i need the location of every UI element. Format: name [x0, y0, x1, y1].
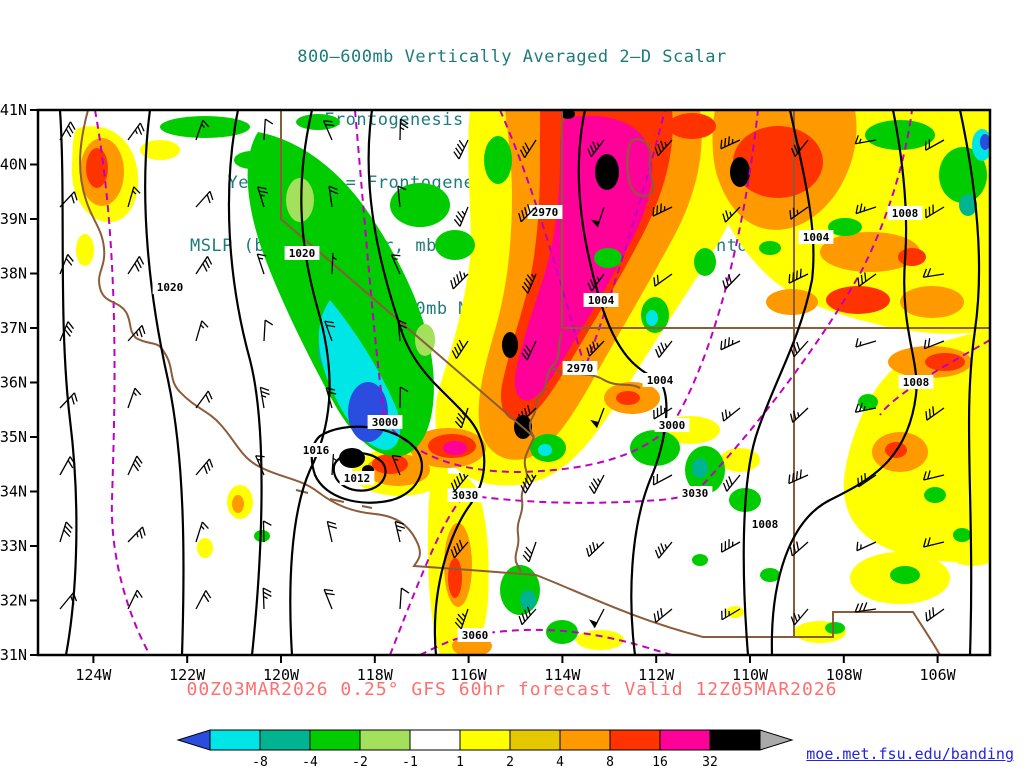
colorbar-label: 8: [606, 755, 614, 768]
lon-label: 116W: [451, 666, 488, 684]
colorbar-label: 16: [652, 755, 668, 768]
mslp-label: 1004: [803, 231, 830, 244]
lon-label: 118W: [357, 666, 394, 684]
height-label: 3030: [682, 487, 709, 500]
mslp-label: 1004: [588, 294, 615, 307]
wind-barbs: [59, 118, 945, 630]
colorbar-label: 4: [556, 755, 564, 768]
colorbar-label: 2: [506, 755, 514, 768]
height-label: 3000: [659, 419, 686, 432]
colorbar-segment: [659, 729, 711, 751]
lat-label: 38N: [0, 265, 27, 283]
lat-label: 35N: [0, 428, 27, 446]
lat-label: 36N: [0, 374, 27, 392]
colorbar-segment: [509, 729, 561, 751]
colorbar-segment: [459, 729, 511, 751]
title-line-1: 800–600mb Vertically Averaged 2–D Scalar: [297, 47, 727, 67]
height-label: 3000: [372, 416, 399, 429]
lon-label: 122W: [169, 666, 206, 684]
colorbar-segment: [359, 729, 411, 751]
forecast-caption: 00Z03MAR2026 0.25° GFS 60hr forecast Val…: [186, 679, 838, 700]
lat-label: 41N: [0, 101, 27, 119]
colorbar-segment: [559, 729, 611, 751]
colorbar: -8 -4 -2 -1 1 2 4 8 16 32: [176, 729, 794, 768]
colorbar-segment: [309, 729, 361, 751]
colorbar-segment: [259, 729, 311, 751]
colorbar-segment: [409, 729, 461, 751]
shade-magenta-layer: [443, 115, 653, 455]
colorbar-segment: [609, 729, 661, 751]
lat-label: 37N: [0, 319, 27, 337]
map-axes: 41N 40N 39N 38N 37N 36N 35N 34N 33N 32N 31N 124W 122…: [0, 101, 957, 684]
mslp-label: 1012: [344, 472, 371, 485]
site-link[interactable]: moe.met.fsu.edu/banding: [806, 745, 1014, 763]
mslp-label: 1020: [157, 281, 184, 294]
colorbar-right-arrow: [759, 729, 794, 751]
lat-label: 40N: [0, 156, 27, 174]
mslp-label: 1008: [903, 376, 930, 389]
colorbar-label: 32: [702, 755, 718, 768]
shade-black-spots: [339, 110, 750, 475]
lon-label: 120W: [263, 666, 300, 684]
mslp-label: 1004: [647, 374, 674, 387]
lat-label: 33N: [0, 537, 27, 555]
lat-label: 34N: [0, 483, 27, 501]
mslp-contours: [58, 110, 981, 655]
colorbar-label: -2: [352, 755, 368, 768]
colorbar-label: -8: [252, 755, 268, 768]
lon-label: 110W: [732, 666, 769, 684]
colorbar-label: -1: [402, 755, 418, 768]
mslp-label: 1008: [752, 518, 779, 531]
lon-label: 124W: [75, 666, 112, 684]
height-label: 2970: [567, 362, 594, 375]
height-label: 3060: [462, 629, 489, 642]
colorbar-label: 1: [456, 755, 464, 768]
lon-label: 108W: [826, 666, 863, 684]
mslp-label: 1016: [303, 444, 330, 457]
colorbar-left-arrow: [176, 729, 211, 751]
mslp-label: 1020: [289, 247, 316, 260]
mslp-label: 1008: [892, 207, 919, 220]
colorbar-segment: [709, 729, 761, 751]
lon-label: 112W: [638, 666, 675, 684]
colorbar-label: -4: [302, 755, 318, 768]
lat-label: 32N: [0, 592, 27, 610]
lat-label: 31N: [0, 646, 27, 664]
colorbar-segment: [209, 729, 261, 751]
lon-label: 106W: [920, 666, 957, 684]
contour-value-labels: 1020 1020 1016 1012 1004 1004 1004 1008 1008 1008…: [152, 205, 934, 642]
lon-label: 114W: [544, 666, 581, 684]
height-label: 3030: [452, 489, 479, 502]
lat-label: 39N: [0, 210, 27, 228]
height-label: 2970: [532, 206, 559, 219]
